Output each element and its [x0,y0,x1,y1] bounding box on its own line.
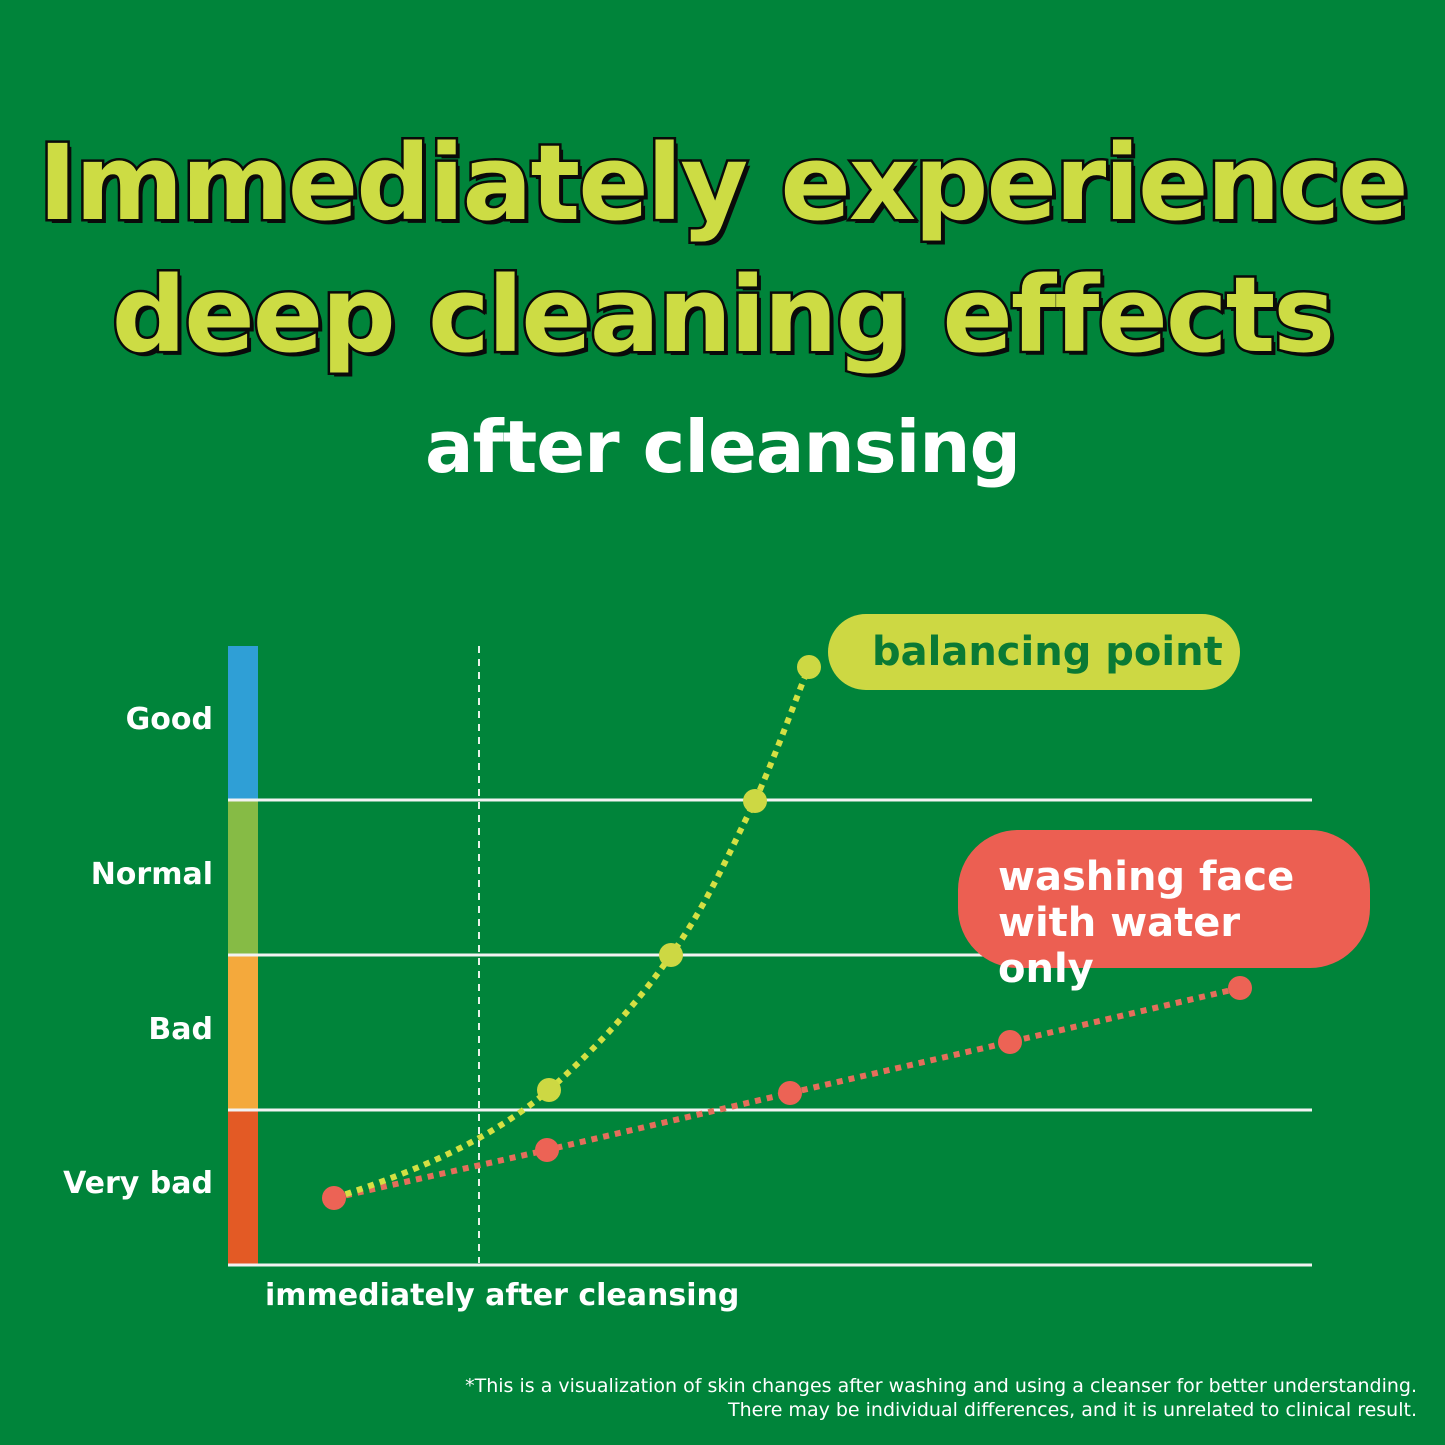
water-point [778,1081,802,1105]
water-point [1228,976,1252,1000]
cleanser-point [797,655,821,679]
water-point [998,1030,1022,1054]
series-water-line [333,985,1241,1201]
legend-balancing-point: balancing point [828,614,1240,690]
series-cleanser-line [333,665,812,1201]
band-good [228,646,258,800]
band-bad [228,955,258,1110]
x-axis-label: immediately after cleansing [265,1278,740,1313]
y-label-normal: Normal [90,857,213,892]
headline-line-2: deep cleaning effects [109,252,1337,379]
legend-water-only: washing face with water only [958,830,1370,992]
water-point [535,1138,559,1162]
cleanser-point [659,943,683,967]
y-label-very-bad: Very bad [63,1166,213,1201]
cleanser-point [537,1078,561,1102]
y-label-good: Good [125,702,213,737]
subtitle: after cleansing [424,405,1021,489]
water-point [322,1186,346,1210]
cleanser-point [743,789,767,813]
band-normal [228,800,258,955]
headline-line-1: Immediately experience [36,120,1411,247]
band-very-bad [228,1110,258,1265]
footnote-line-1: *This is a visualization of skin changes… [465,1375,1417,1397]
footnote-line-2: There may be individual differences, and… [727,1399,1417,1421]
legend-water-only-label: washing face with water only [998,854,1295,992]
y-label-bad: Bad [148,1012,213,1047]
footnote: *This is a visualization of skin changes… [465,1374,1417,1422]
